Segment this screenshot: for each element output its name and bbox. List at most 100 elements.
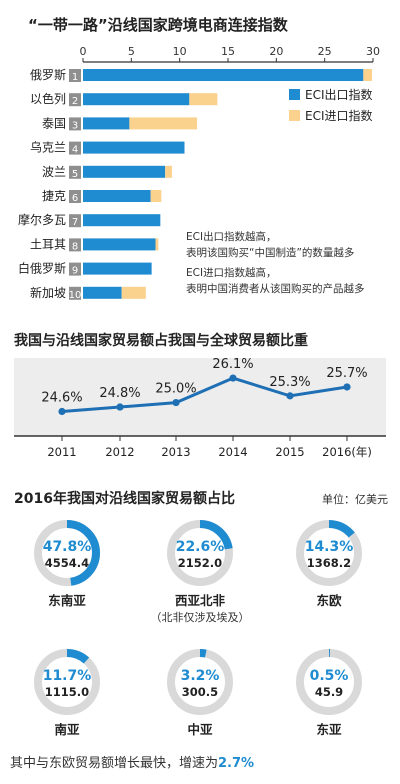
bar-rank-badge <box>69 117 81 131</box>
donut-share-arc <box>167 520 233 586</box>
line-point <box>172 398 180 407</box>
trade-share-line-chart: 我国与沿线国家贸易额占我国与全球贸易额比重 2011 2012 2013 2014 20… <box>14 332 386 459</box>
line-value-label: 24.8% <box>99 386 140 401</box>
line-x-tick-label: 2014 <box>218 445 247 459</box>
bar-rank-number: 1 <box>72 72 78 83</box>
bar-rank-badge <box>69 238 81 252</box>
bar-row: 新加坡 10 <box>30 285 146 301</box>
line-value-label: 25.7% <box>326 366 367 381</box>
legend-swatch <box>289 89 300 100</box>
bar-import <box>363 69 373 81</box>
bar-rank-number: 9 <box>72 266 78 277</box>
donut-share-arc <box>296 520 362 586</box>
donut-value: 1368.2 <box>307 556 351 570</box>
line-point <box>286 392 294 400</box>
donut-region-name: 东欧 <box>316 593 342 608</box>
donut-percent: 0.5% <box>310 668 349 684</box>
line-value-label: 26.1% <box>212 357 253 372</box>
donut-unit-label: 单位：亿美元 <box>322 492 388 506</box>
bar-category-label: 白俄罗斯 <box>18 261 66 276</box>
bar-category-label: 俄罗斯 <box>30 68 66 82</box>
bar-export <box>83 117 130 130</box>
bar-import <box>165 165 172 178</box>
bar-tick-label: 5 <box>128 45 135 58</box>
bar-rank-badge <box>69 165 81 179</box>
bar-annotation: ECI出口指数越高， <box>186 230 277 243</box>
bar-rank-number: 7 <box>72 217 78 228</box>
bar-export <box>83 165 166 178</box>
donut-percent: 22.6% <box>176 539 225 555</box>
bar-rank-number: 10 <box>69 290 82 301</box>
line-value-label: 24.6% <box>41 390 82 405</box>
line-x-tick-label: 2013 <box>161 445 190 459</box>
line-point <box>229 374 237 382</box>
bar-export <box>83 286 122 299</box>
bar-rank-number: 3 <box>72 120 78 131</box>
bar-rank-number: 2 <box>72 96 78 107</box>
bar-chart-title: “一带一路”沿线国家跨境电商连接指数 <box>28 16 289 34</box>
bar-row: 波兰 5 <box>42 165 172 180</box>
bar-export <box>83 93 190 106</box>
donut-share-arc <box>296 649 362 715</box>
donut-region-name: 东南亚 <box>48 593 86 608</box>
donut-value: 4554.4 <box>45 556 89 570</box>
bar-rank-number: 6 <box>72 193 78 204</box>
bar-category-label: 泰国 <box>42 116 66 130</box>
bar-tick-label: 25 <box>318 45 332 58</box>
line-x-ticks: 2011 2012 2013 2014 2015 2016(年) <box>47 436 372 459</box>
donut-percent: 47.8% <box>43 539 92 555</box>
bar-x-axis: 0 5 10 15 20 25 30 <box>80 45 380 63</box>
bar-rank-badge <box>69 93 81 107</box>
bar-import <box>150 190 162 202</box>
bar-row: 泰国 3 <box>42 116 198 131</box>
bar-row: 捷克 6 <box>42 189 162 204</box>
bar-row: 土耳其 8 <box>30 237 159 252</box>
bar-category-label: 捷克 <box>42 189 66 203</box>
bar-row: 摩尔多瓦 7 <box>18 212 161 228</box>
bar-category-label: 以色列 <box>30 92 66 106</box>
donut-item: 47.8%4554.4 东南亚 <box>34 520 100 608</box>
bar-export <box>83 190 151 202</box>
bar-tick-label: 15 <box>221 45 235 58</box>
bar-annotation: 表明该国购买“中国制造”的数量越多 <box>186 246 354 259</box>
bar-tick-label: 30 <box>366 45 380 58</box>
bar-tick-label: 0 <box>80 45 87 58</box>
line-x-tick-label: 2011 <box>47 445 76 459</box>
donut-value: 300.5 <box>182 685 218 699</box>
bar-category-label: 摩尔多瓦 <box>18 212 66 227</box>
bar-category-label: 乌克兰 <box>30 140 66 155</box>
bar-export <box>83 238 156 251</box>
line-value-label: 25.0% <box>155 382 196 397</box>
line-series <box>61 376 348 413</box>
bar-export <box>83 262 152 275</box>
line-x-tick-label: 2012 <box>105 445 134 459</box>
bar-import <box>121 286 146 299</box>
donut-region-name: 西亚北非 <box>175 593 226 608</box>
bar-row: 乌克兰 4 <box>30 140 185 156</box>
donut-percent: 3.2% <box>181 668 220 684</box>
legend-label: ECI进口指数 <box>305 108 373 123</box>
bar-import <box>129 117 198 130</box>
bar-legend: ECI出口指数 ECI进口指数 <box>289 87 373 123</box>
donut-item: 11.7%1115.0 南亚 <box>34 649 100 737</box>
bar-rank-badge <box>69 190 81 203</box>
legend-label: ECI出口指数 <box>305 87 373 102</box>
footer-caption: 其中与东欧贸易额增长最快，增速为2.7% <box>10 752 390 771</box>
bar-annotation: ECI进口指数越高， <box>186 266 277 279</box>
line-chart-background <box>14 358 386 436</box>
bar-rank-badge <box>69 262 81 276</box>
line-x-tick-label: 2015 <box>275 445 304 459</box>
bar-rank-number: 8 <box>72 241 78 252</box>
donut-item: 14.3%1368.2 东欧 <box>296 520 362 608</box>
bar-rank-badge <box>69 286 81 300</box>
bar-import <box>189 93 218 106</box>
line-value-label: 25.3% <box>269 375 310 390</box>
bar-tick-label: 10 <box>173 45 187 58</box>
line-point <box>343 383 351 391</box>
line-x-tick-label: 2016(年) <box>322 445 372 459</box>
bar-category-label: 土耳其 <box>30 237 66 251</box>
bar-tick-label: 20 <box>269 45 283 58</box>
bar-rank-number: 5 <box>72 169 78 180</box>
bar-rank-badge <box>69 214 81 228</box>
